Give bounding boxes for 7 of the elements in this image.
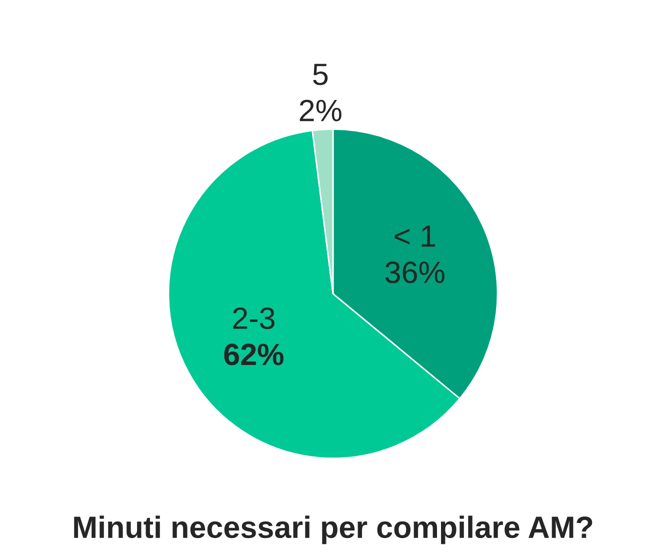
- text: Minuti necessari per compilare AM?: [74, 516, 592, 544]
- slice-label: 5: [313, 64, 328, 86]
- data-label: 2%: [300, 100, 342, 122]
- data-label: 36%: [385, 262, 444, 284]
- data-label: 62%: [224, 344, 284, 366]
- slice-label: < 1: [394, 226, 436, 247]
- slice-label: 2-3: [233, 307, 274, 330]
